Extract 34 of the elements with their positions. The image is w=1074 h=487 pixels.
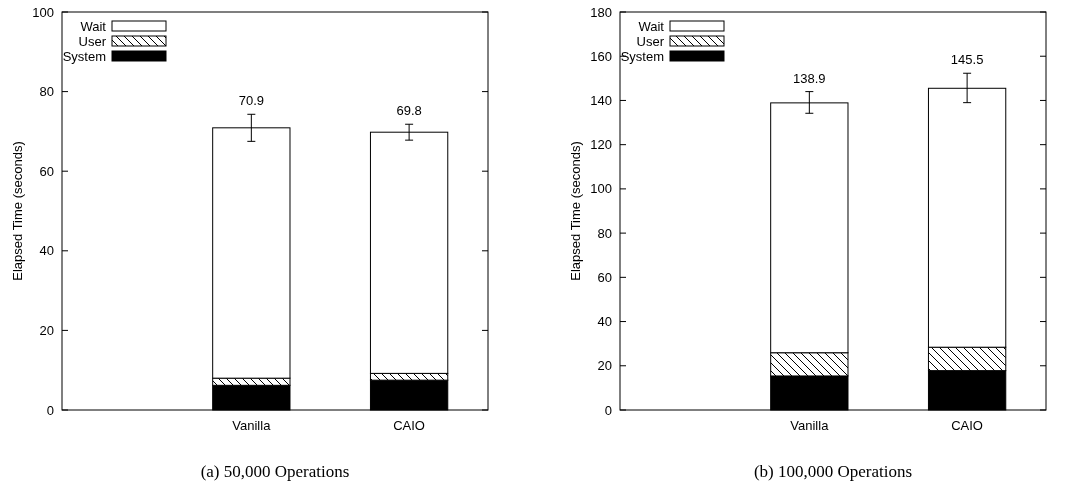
y-tick-label: 20 <box>39 322 54 338</box>
legend-label: User <box>636 33 665 49</box>
total-label: 69.8 <box>396 103 422 119</box>
y-tick-label: 100 <box>590 181 612 197</box>
y-tick-label: 40 <box>597 314 612 330</box>
text: (b) 100,000 Operations <box>753 462 913 481</box>
y-tick-label: 60 <box>39 163 54 179</box>
legend-label: User <box>78 33 107 49</box>
y-tick-label: 0 <box>46 402 54 418</box>
y-tick-label: 20 <box>597 358 612 374</box>
y-tick-label: 80 <box>597 225 612 241</box>
legend-label: Wait <box>638 18 665 34</box>
x-tick-label: CAIO <box>393 418 426 433</box>
text: (a) 50,000 Operations <box>200 462 350 481</box>
y-axis-title: Elapsed Time (seconds) <box>10 141 25 281</box>
y-tick-label: 100 <box>32 4 54 20</box>
y-tick-label: 120 <box>590 137 612 153</box>
total-label: 138.9 <box>793 70 826 86</box>
x-tick-label: Vanilla <box>232 418 272 433</box>
legend-label: Wait <box>80 18 107 34</box>
y-axis-title: Elapsed Time (seconds) <box>568 141 583 281</box>
x-tick-label: Vanilla <box>790 418 830 433</box>
y-tick-label: 80 <box>39 84 54 100</box>
legend-label: System <box>62 48 106 64</box>
x-tick-label: CAIO <box>951 418 984 433</box>
y-tick-label: 160 <box>590 48 612 64</box>
legend-label: System <box>620 48 664 64</box>
y-tick-label: 40 <box>39 243 54 259</box>
total-label: 145.5 <box>950 52 984 68</box>
y-tick-label: 140 <box>590 92 612 108</box>
y-tick-label: 180 <box>590 4 612 20</box>
y-tick-label: 60 <box>597 269 612 285</box>
y-tick-label: 0 <box>604 402 612 418</box>
total-label: 70.9 <box>238 93 264 109</box>
